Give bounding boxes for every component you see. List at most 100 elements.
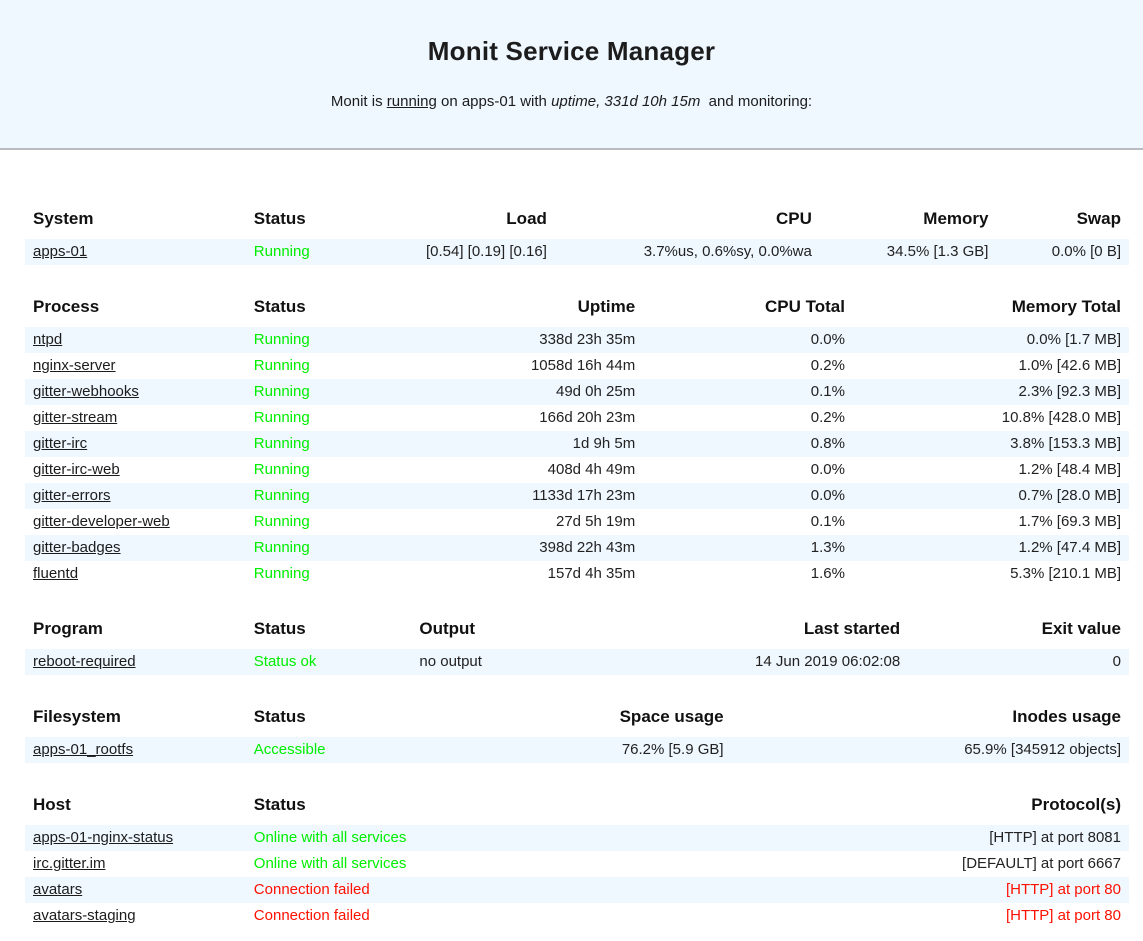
summary-middle: on apps-01 with [436, 93, 552, 110]
status-text: Status ok [253, 653, 317, 670]
cell-value: 0.0% [810, 487, 845, 504]
table-row: gitter-stream Running 166d 20h 23m 0.2% 10.8… [25, 405, 1129, 431]
table-row: gitter-webhooks Running 49d 0h 25m 0.1% 2.3%… [25, 379, 1129, 405]
cell-value: [HTTP] at port 8081 [989, 829, 1121, 846]
running-link[interactable]: running [386, 93, 437, 110]
cell-value: 27d 5h 19m [555, 513, 636, 530]
cell-value: 0.0% [0 B] [1051, 243, 1121, 260]
cell-value: 5.3% [210.1 MB] [1010, 565, 1121, 582]
monit-summary: Monit is running on apps-01 with uptime,… [0, 93, 1143, 110]
service-link[interactable]: gitter-errors [33, 487, 111, 504]
cell-value: 14 Jun 2019 06:02:08 [755, 653, 901, 670]
service-link[interactable]: gitter-badges [33, 539, 121, 556]
status-text: Online with all services [253, 855, 407, 872]
cell-value: no output [419, 653, 482, 670]
column-header-inodes-usage: Inodes usage [1012, 707, 1121, 726]
column-header-status: Status [253, 297, 306, 316]
table-row: nginx-server Running 1058d 16h 44m 0.2% 1.0%… [25, 353, 1129, 379]
cell-value: [0.54] [0.19] [0.16] [425, 243, 547, 260]
column-header-cpu-total: CPU Total [765, 297, 845, 316]
service-link[interactable]: apps-01-nginx-status [33, 829, 174, 846]
table-header-row: Filesystem Status Space usage Inodes usage [25, 701, 1129, 737]
cell-value: 3.7%us, 0.6%sy, 0.0%wa [643, 243, 812, 260]
table-row: apps-01-nginx-status Online with all serv… [25, 825, 1129, 851]
cell-value: 1.2% [48.4 MB] [1018, 461, 1121, 478]
table-row: gitter-developer-web Running 27d 5h 19m 0.1… [25, 509, 1129, 535]
cell-value: [HTTP] at port 80 [1005, 881, 1121, 898]
column-header-space-usage: Space usage [619, 707, 724, 726]
service-link[interactable]: gitter-irc [33, 435, 88, 452]
service-link[interactable]: irc.gitter.im [33, 855, 106, 872]
status-text: Running [253, 383, 310, 400]
cell-value: 49d 0h 25m [555, 383, 636, 400]
column-header-memory-total: Memory Total [1011, 297, 1121, 316]
status-text: Connection failed [253, 907, 370, 924]
cell-value: [HTTP] at port 80 [1005, 907, 1121, 924]
column-header-uptime: Uptime [577, 297, 636, 316]
cell-value: 2.3% [92.3 MB] [1018, 383, 1121, 400]
service-tables: System Status Load CPU Memory Swap apps-01 Run… [0, 203, 1143, 941]
cell-value: 0.0% [810, 331, 845, 348]
cell-value: [DEFAULT] at port 6667 [962, 855, 1121, 872]
service-link[interactable]: avatars [33, 881, 83, 898]
table-header-row: Program Status Output Last started Exit valu… [25, 613, 1129, 649]
service-link[interactable]: fluentd [33, 565, 79, 582]
service-link[interactable]: gitter-developer-web [33, 513, 170, 530]
program-table: Program Status Output Last started Exit valu… [25, 613, 1129, 675]
status-text: Accessible [253, 741, 326, 758]
summary-suffix: and monitoring: [700, 93, 813, 110]
column-header-cpu: CPU [775, 209, 812, 228]
cell-value: 0.0% [810, 461, 845, 478]
table-row: fluentd Running 157d 4h 35m 1.6% 5.3% [210.1… [25, 561, 1129, 587]
table-header-row: Host Status Protocol(s) [25, 789, 1129, 825]
status-text: Running [253, 331, 310, 348]
column-header-program: Program [33, 619, 103, 638]
status-text: Running [253, 565, 310, 582]
service-link[interactable]: ntpd [33, 331, 63, 348]
service-link[interactable]: reboot-required [33, 653, 136, 670]
cell-value: 0.2% [810, 357, 845, 374]
service-link[interactable]: apps-01_rootfs [33, 741, 134, 758]
service-link[interactable]: gitter-webhooks [33, 383, 139, 400]
table-row: apps-01_rootfs Accessible 76.2% [5.9 GB] 65… [25, 737, 1129, 763]
column-header-protocol-s-: Protocol(s) [1031, 795, 1121, 814]
page-title: Monit Service Manager [427, 36, 716, 66]
column-header-load: Load [506, 209, 547, 228]
table-row: reboot-required Status ok no output 14 Jun … [25, 649, 1129, 675]
service-link[interactable]: apps-01 [33, 243, 88, 260]
cell-value: 1.2% [47.4 MB] [1018, 539, 1121, 556]
service-link[interactable]: gitter-irc-web [33, 461, 120, 478]
cell-value: 65.9% [345912 objects] [964, 741, 1121, 758]
service-link[interactable]: avatars-staging [33, 907, 136, 924]
cell-value: 1.0% [42.6 MB] [1018, 357, 1121, 374]
cell-value: 0 [1112, 653, 1121, 670]
status-text: Running [253, 409, 310, 426]
cell-value: 1d 9h 5m [572, 435, 636, 452]
column-header-swap: Swap [1076, 209, 1121, 228]
cell-value: 157d 4h 35m [547, 565, 636, 582]
table-row: gitter-irc-web Running 408d 4h 49m 0.0% 1.2%… [25, 457, 1129, 483]
table-row: gitter-errors Running 1133d 17h 23m 0.0% 0.7… [25, 483, 1129, 509]
host-table: Host Status Protocol(s) apps-01-nginx-stat… [25, 789, 1129, 929]
cell-value: 1.6% [810, 565, 845, 582]
cell-value: 1.3% [810, 539, 845, 556]
column-header-status: Status [253, 619, 306, 638]
uptime-text: uptime, 331d 10h 15m [551, 93, 701, 110]
column-header-system: System [33, 209, 94, 228]
service-link[interactable]: gitter-stream [33, 409, 118, 426]
process-table: Process Status Uptime CPU Total Memory Total… [25, 291, 1129, 587]
column-header-output: Output [419, 619, 476, 638]
column-header-filesystem: Filesystem [33, 707, 121, 726]
cell-value: 3.8% [153.3 MB] [1010, 435, 1121, 452]
table-header-row: Process Status Uptime CPU Total Memory Total [25, 291, 1129, 327]
column-header-status: Status [253, 707, 306, 726]
cell-value: 1058d 16h 44m [530, 357, 636, 374]
cell-value: 0.0% [1.7 MB] [1026, 331, 1121, 348]
cell-value: 408d 4h 49m [547, 461, 636, 478]
column-header-last-started: Last started [803, 619, 901, 638]
service-link[interactable]: nginx-server [33, 357, 116, 374]
cell-value: 0.2% [810, 409, 845, 426]
table-header-row: System Status Load CPU Memory Swap [25, 203, 1129, 239]
cell-value: 398d 22h 43m [539, 539, 636, 556]
cell-value: 166d 20h 23m [539, 409, 636, 426]
